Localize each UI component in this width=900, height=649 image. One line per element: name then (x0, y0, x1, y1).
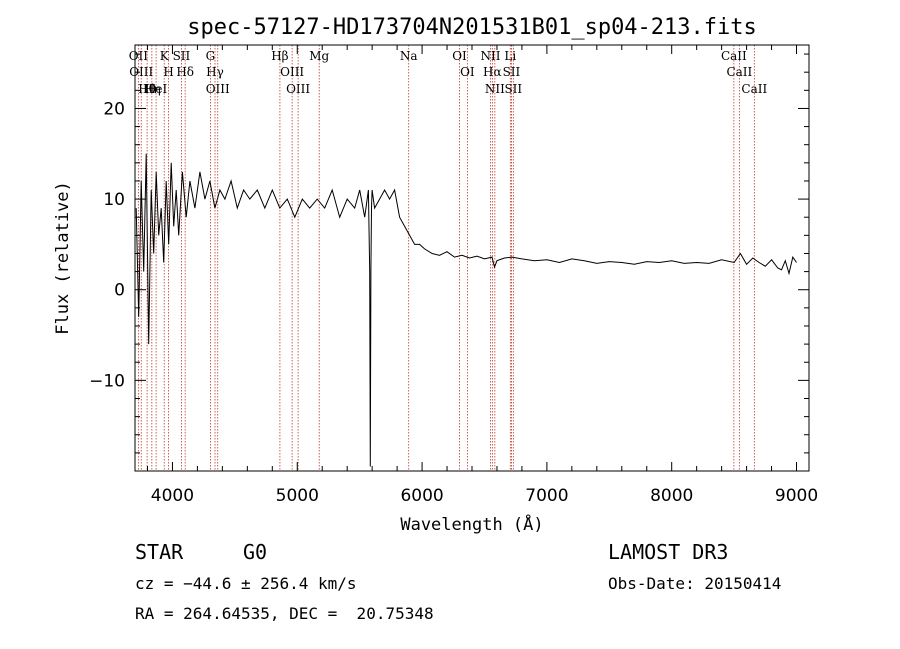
line-marker-label-10: Hγ (206, 65, 224, 79)
line-marker-label-27: CaII (741, 82, 767, 96)
y-tick-label-3: 20 (103, 99, 125, 119)
line-marker-label-24: SII (504, 82, 522, 96)
line-marker-label-6: H (163, 65, 173, 79)
line-marker-label-21: NII (485, 82, 505, 96)
line-marker-label-18: OI (460, 65, 475, 79)
line-marker-label-1: OIII (129, 65, 153, 79)
line-marker-label-0: OII (129, 49, 149, 63)
line-marker-label-23: SII (503, 65, 521, 79)
line-marker-label-14: OIII (286, 82, 310, 96)
y-tick-label-2: 10 (103, 190, 125, 210)
line-marker-label-19: NII (480, 49, 500, 63)
line-marker-label-3: Hη (143, 82, 161, 96)
line-marker-label-11: OIII (206, 82, 230, 96)
line-marker-label-5: K (160, 49, 170, 63)
survey-label: LAMOST DR3 (608, 540, 729, 564)
line-marker-label-2: Hθ (138, 82, 156, 96)
y-tick-label-0: −10 (89, 371, 125, 391)
x-tick-label-2: 6000 (400, 486, 443, 506)
x-tick-label-5: 9000 (775, 486, 818, 506)
x-tick-label-1: 5000 (276, 486, 319, 506)
line-marker-label-8: Hδ (176, 65, 194, 79)
line-marker-label-26: CaII (726, 65, 752, 79)
x-tick-label-3: 7000 (525, 486, 568, 506)
x-tick-label-4: 8000 (650, 486, 693, 506)
plot-frame (134, 44, 810, 472)
spectrum-line-0 (135, 153, 797, 467)
line-marker-label-25: CaII (721, 49, 747, 63)
line-markers (137, 45, 755, 471)
redshift-line: cz = −44.6 ± 256.4 km/s (135, 574, 357, 593)
line-marker-label-13: OIII (280, 65, 304, 79)
chart-title: spec-57127-HD173704N201531B01_sp04-213.f… (187, 15, 757, 40)
line-marker-labels: OIIOIIIHθHηHeIKHSIIHδGHγOIIIHβOIIIOIIIMg… (129, 49, 768, 96)
line-marker-label-12: Hβ (271, 49, 288, 63)
line-marker-label-9: G (206, 49, 216, 63)
line-marker-label-4: HeI (145, 82, 168, 96)
line-marker-label-16: Na (400, 49, 418, 63)
x-axis-label: Wavelength (Å) (400, 513, 543, 535)
line-marker-label-20: Hα (483, 65, 502, 79)
x-tick-label-0: 4000 (151, 486, 194, 506)
y-axis-label: Flux (relative) (53, 181, 73, 335)
line-marker-label-15: Mg (309, 49, 329, 63)
y-tick-label-1: 0 (114, 281, 125, 301)
line-marker-label-7: SII (173, 49, 191, 63)
spectrum-series (135, 153, 797, 467)
line-marker-label-22: Li (504, 49, 516, 63)
obs-date: Obs-Date: 20150414 (608, 574, 782, 593)
subclass-label: G0 (243, 540, 268, 564)
axis-ticks: 4000 5000 6000 7000 8000 9000 −10 0 10 20 (89, 45, 818, 506)
line-marker-label-17: OI (452, 49, 467, 63)
class-label: STAR (135, 540, 184, 564)
coordinates-line: RA = 264.64535, DEC = 20.75348 (135, 604, 434, 623)
